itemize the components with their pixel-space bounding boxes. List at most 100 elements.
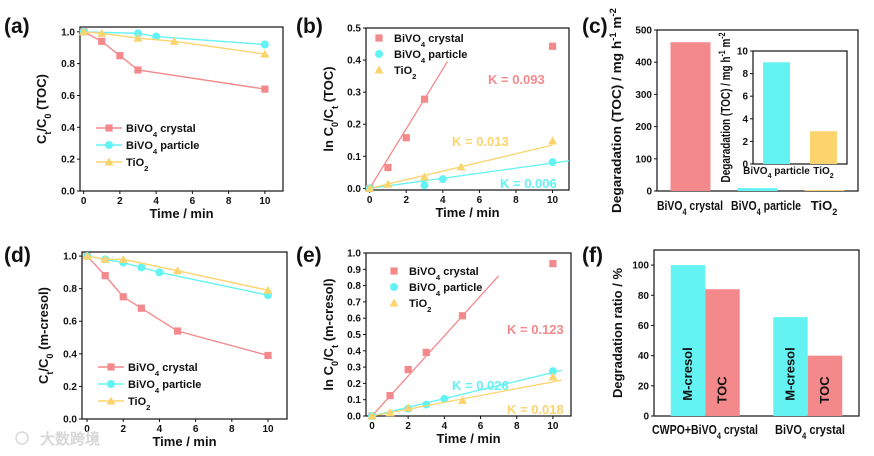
- y-tick-label: 0.3: [347, 363, 361, 374]
- y-axis-label: ln C0/Ct (TOC): [321, 66, 340, 151]
- y-tick-label: 0.9: [347, 265, 361, 276]
- triangle-marker: [260, 49, 270, 58]
- text-span: 4: [682, 207, 687, 217]
- triangle-marker: [420, 172, 430, 181]
- x-category-label: BiVO4 crystal: [657, 198, 723, 217]
- x-tick-label: 10: [259, 196, 271, 207]
- text-span: -2: [717, 33, 727, 39]
- legend-label: BiVO4 crystal: [409, 266, 479, 282]
- text-span: BiVO: [409, 282, 436, 294]
- fit-line: [371, 379, 563, 417]
- y-tick-label: 0.2: [347, 379, 361, 390]
- y-tick-label: 4: [742, 114, 748, 125]
- inset-category-label: BiVO4 particle: [743, 166, 810, 180]
- y-tick-label: 0.8: [347, 281, 361, 292]
- series-tio2: [79, 27, 270, 58]
- y-tick-label: 0: [646, 187, 652, 198]
- text-span: 4: [757, 207, 762, 217]
- y-tick-label: 0.5: [347, 24, 361, 35]
- legend-label: BiVO4 crystal: [128, 362, 198, 378]
- text-span: t: [330, 106, 340, 109]
- text-span: (TOC): [34, 74, 49, 113]
- panel-label: (f): [582, 244, 603, 267]
- text-span: particle: [157, 140, 199, 152]
- text-span: C: [34, 134, 49, 144]
- text-span: BiVO: [128, 379, 155, 391]
- x-tick-label: 0: [81, 196, 87, 207]
- text-span: crystal: [157, 123, 196, 135]
- text-span: crystal: [721, 422, 758, 437]
- bar-crystal: [670, 42, 711, 192]
- x-tick-label: 10: [547, 195, 559, 206]
- triangle-marker: [367, 411, 377, 420]
- x-tick-label: 0: [369, 421, 375, 432]
- triangle-marker: [79, 27, 89, 36]
- circle-marker: [137, 263, 146, 272]
- triangle-marker: [97, 28, 107, 37]
- text-span: 2: [146, 403, 150, 412]
- x-tick-label: 4: [153, 196, 159, 207]
- rate-constant-label: K = 0.018: [507, 402, 564, 417]
- text-span: TiO: [128, 396, 147, 408]
- y-tick-label: 0.3: [347, 88, 361, 99]
- y-tick-label: 0.4: [347, 56, 361, 67]
- triangle-marker: [82, 251, 92, 260]
- text-span: 2: [144, 164, 148, 173]
- y-tick-label: 100: [635, 154, 652, 165]
- y-tick-label: 200: [635, 122, 652, 133]
- text-span: 4: [155, 369, 160, 378]
- bar-series-label: TOC: [817, 376, 832, 404]
- circle-marker: [155, 268, 164, 277]
- text-span: 4: [717, 431, 722, 441]
- text-span: Degaradation (TOC) / mg h: [718, 56, 733, 182]
- triangle-marker: [263, 285, 273, 294]
- x-tick-label: 0: [84, 424, 90, 435]
- text-span: crystal: [425, 33, 464, 45]
- bar-toc: [807, 355, 843, 416]
- text-span: 4: [153, 130, 158, 139]
- text-span: 4: [802, 431, 807, 441]
- text-span: TiO: [813, 166, 830, 177]
- rate-constant-label: K = 0.013: [452, 134, 509, 149]
- square-marker: [137, 304, 145, 312]
- triangle-marker: [100, 254, 110, 263]
- y-tick-label: 0.1: [347, 395, 361, 406]
- text-span: particle: [425, 49, 467, 61]
- triangle-marker: [118, 254, 128, 263]
- legend-label: TiO2: [128, 396, 150, 412]
- text-span: 4: [436, 289, 441, 298]
- y-tick-label: 10: [737, 47, 749, 58]
- watermark-logo: 大数跨境: [40, 430, 100, 448]
- text-span: CWPO+BiVO: [652, 422, 717, 437]
- x-tick-label: 8: [229, 424, 235, 435]
- circle-marker: [548, 367, 557, 376]
- y-tick-label: 100: [632, 261, 649, 272]
- y-tick-label: 60: [638, 321, 650, 332]
- y-axis-label: Ct/C0 (TOC): [34, 74, 53, 144]
- text-span: particle: [159, 379, 201, 391]
- text-span: BiVO: [775, 422, 802, 437]
- legend-label: BiVO4 particle: [409, 282, 482, 298]
- circle-marker: [134, 29, 142, 38]
- circle-marker: [548, 158, 557, 167]
- text-span: (c): [582, 15, 608, 38]
- fit-line: [369, 160, 570, 190]
- text-span: -1: [717, 50, 727, 56]
- text-span: 4: [421, 40, 426, 49]
- y-tick-label: 1.0: [61, 27, 75, 38]
- square-marker: [422, 348, 430, 357]
- x-tick-label: 6: [190, 196, 196, 207]
- y-tick-label: 0.2: [61, 155, 75, 166]
- y-tick-label: 0.0: [347, 184, 361, 195]
- text-span: particle: [772, 166, 811, 177]
- y-tick-label: 80: [638, 291, 650, 302]
- square-marker: [105, 124, 113, 132]
- watermark-icon: [15, 431, 29, 445]
- legend-label: TiO2: [394, 65, 416, 81]
- text-span: Time / min: [436, 431, 500, 446]
- square-marker: [384, 163, 392, 172]
- text-span: Time / min: [152, 434, 216, 449]
- x-tick-label: 2: [120, 424, 126, 435]
- text-span: /C: [36, 358, 51, 372]
